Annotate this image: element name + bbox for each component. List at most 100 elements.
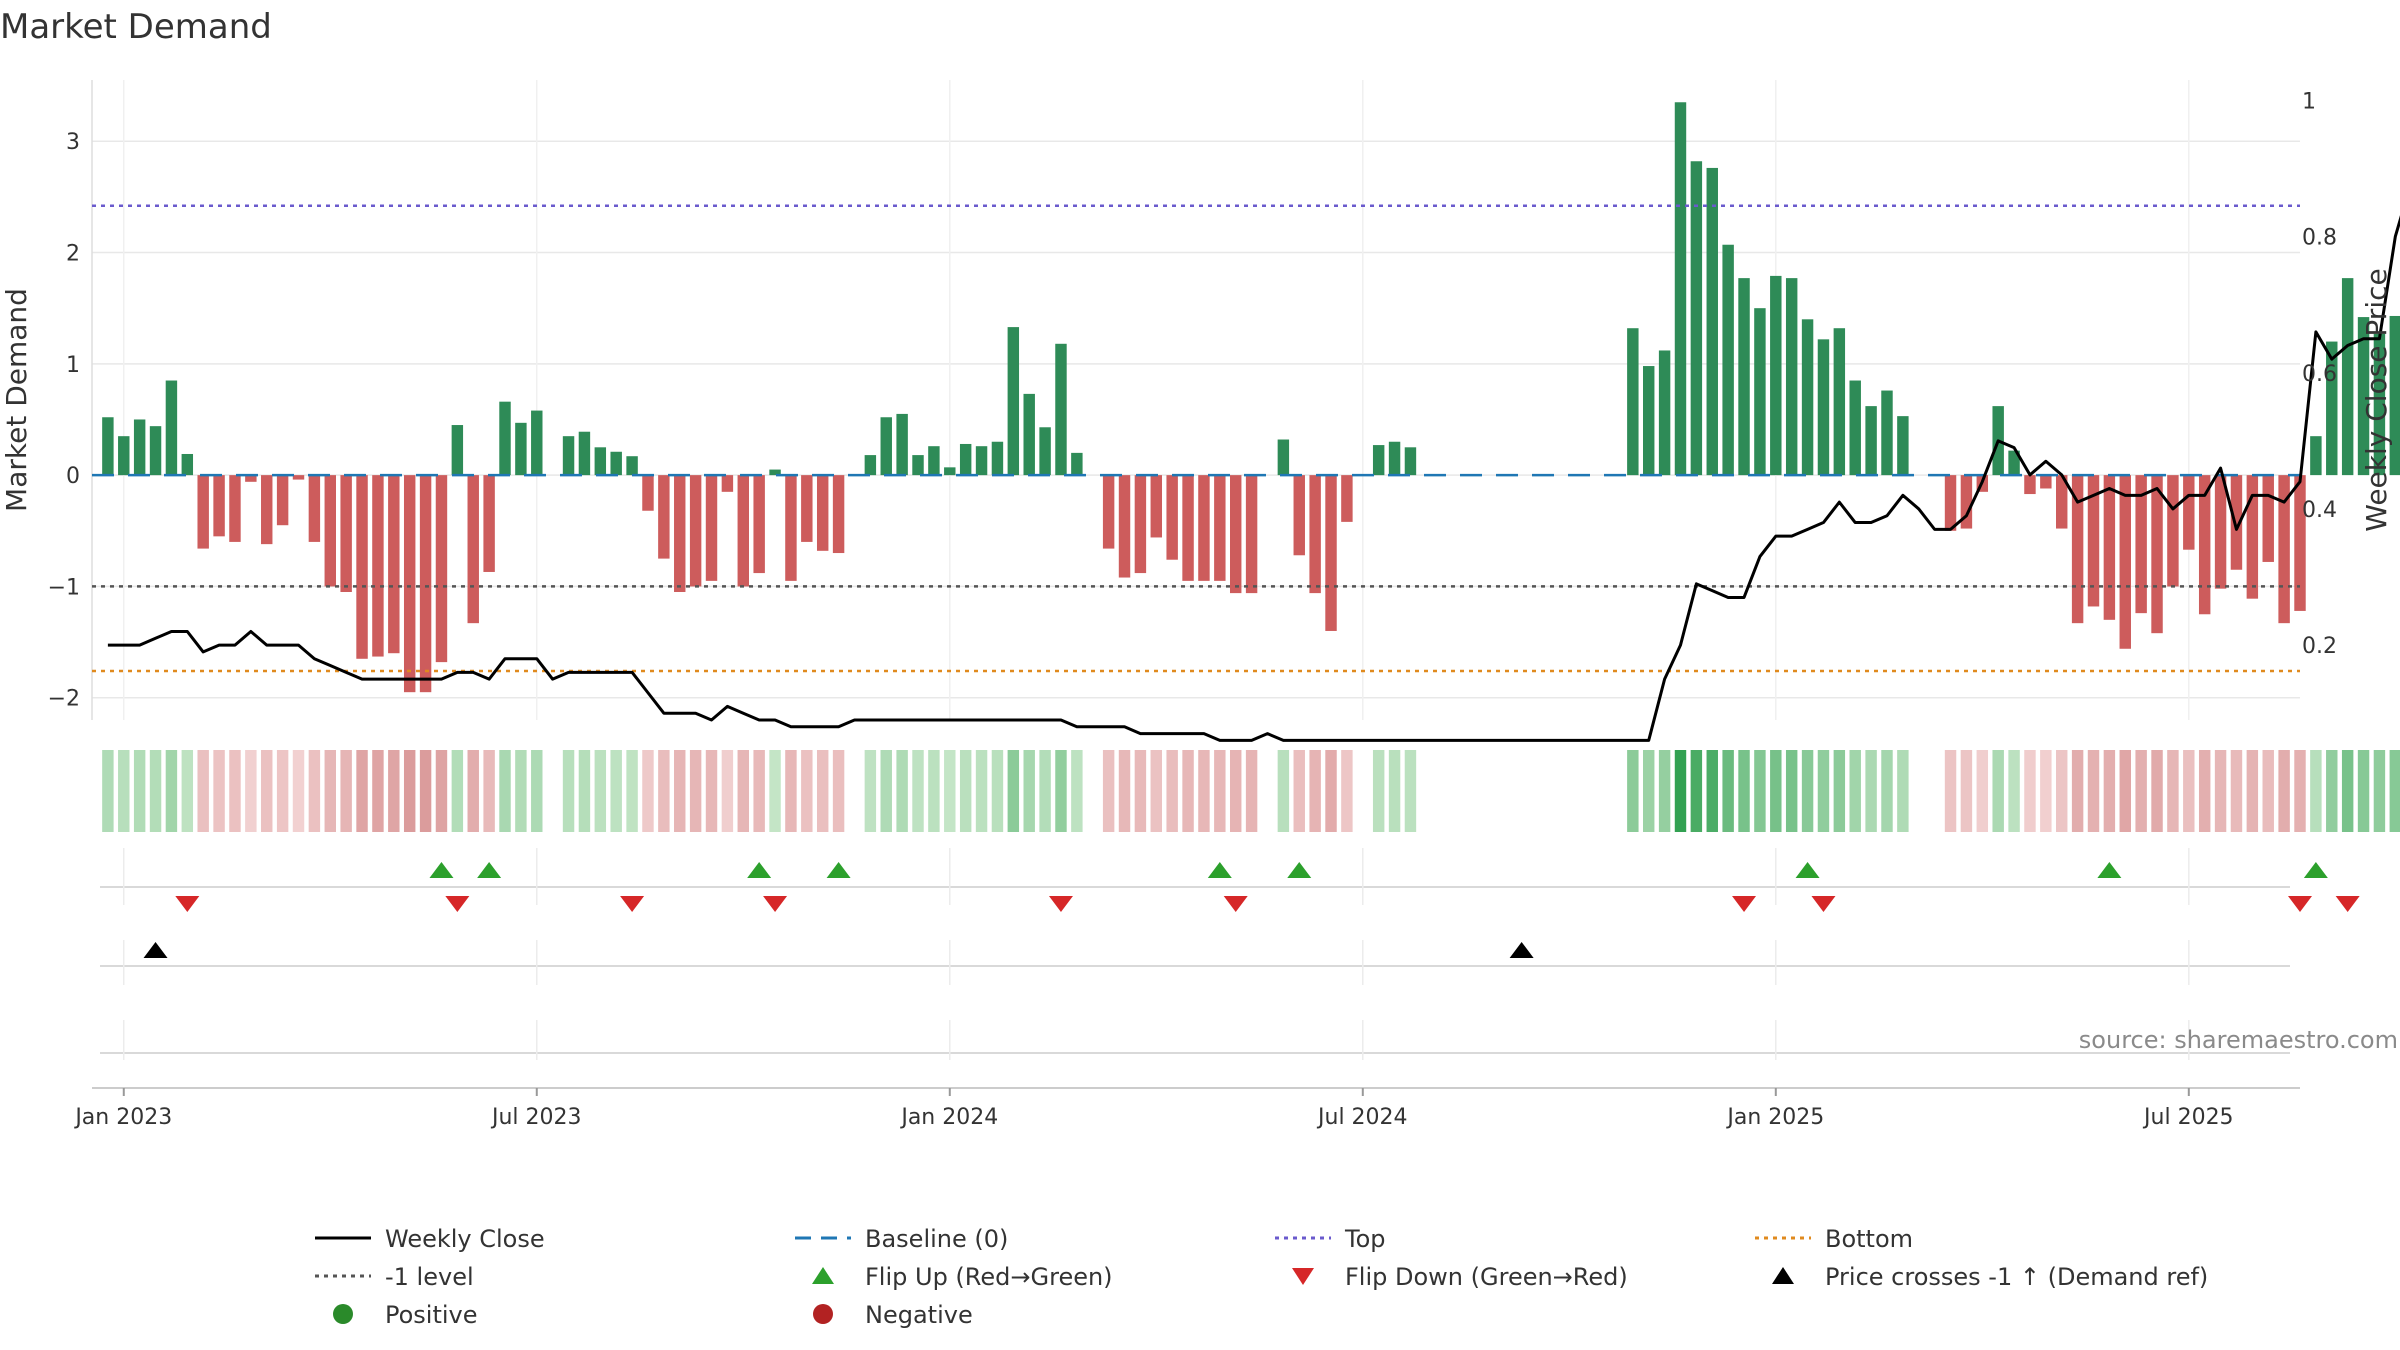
- heat-cell-positive: [864, 750, 877, 832]
- negative-bar: [2135, 475, 2147, 614]
- negative-bar: [261, 475, 273, 545]
- demand-heat-strip: [102, 750, 2400, 832]
- weekly-close-line: [107, 215, 2400, 742]
- heat-cell-negative: [419, 750, 432, 832]
- heat-cell-positive: [499, 750, 511, 832]
- flip-down-marker: [763, 896, 788, 912]
- negative-bar: [356, 475, 368, 659]
- negative-bar: [705, 475, 718, 581]
- positive-bar: [531, 410, 543, 476]
- positive-bar: [133, 419, 146, 476]
- y2-tick-label: 0.4: [2302, 498, 2337, 523]
- positive-bar: [102, 417, 114, 476]
- lower-panels-grid: [92, 848, 2300, 1089]
- negative-bar: [1293, 475, 1305, 556]
- positive-bar: [912, 455, 924, 476]
- heat-cell-positive: [1992, 750, 2004, 832]
- heat-cell-positive: [1801, 750, 1814, 832]
- y2-tick-label: 0.8: [2302, 226, 2337, 251]
- flip-markers: [175, 862, 2360, 912]
- heat-cell-positive: [1690, 750, 1703, 832]
- negative-bar: [419, 475, 432, 693]
- negative-bar: [2056, 475, 2068, 529]
- legend-swatch: [813, 1304, 833, 1324]
- heat-cell-negative: [785, 750, 797, 832]
- heat-cell-positive: [1881, 750, 1893, 832]
- heat-cell-negative: [261, 750, 273, 832]
- heat-cell-negative: [197, 750, 209, 832]
- flip-up-marker: [429, 862, 454, 878]
- negative-bar: [658, 475, 670, 559]
- negative-bar: [721, 475, 734, 492]
- heat-cell-negative: [2056, 750, 2068, 832]
- heat-cell-negative: [1293, 750, 1305, 832]
- negative-bar: [832, 475, 845, 554]
- heat-cell-positive: [1865, 750, 1877, 832]
- heat-cell-negative: [2294, 750, 2306, 832]
- heat-cell-positive: [1007, 750, 1020, 832]
- heat-cell-positive: [975, 750, 988, 832]
- positive-bar: [1388, 441, 1401, 476]
- negative-bar: [1245, 475, 1258, 594]
- negative-bar: [2040, 475, 2052, 489]
- heat-cell-negative: [276, 750, 289, 832]
- negative-bar: [467, 475, 479, 624]
- negative-bar: [2087, 475, 2100, 607]
- positive-bar: [1039, 427, 1051, 476]
- negative-bar: [785, 475, 797, 581]
- legend-label: Price crosses -1 ↑ (Demand ref): [1825, 1263, 2208, 1291]
- negative-bar: [435, 475, 448, 663]
- negative-bar: [403, 475, 416, 693]
- heat-cell-negative: [324, 750, 336, 832]
- flip-down-marker: [1223, 896, 1248, 912]
- heat-cell-negative: [2119, 750, 2131, 832]
- negative-bar: [1944, 475, 1957, 531]
- heat-cell-negative: [229, 750, 241, 832]
- heat-cell-negative: [801, 750, 813, 832]
- negative-bar: [674, 475, 686, 592]
- heat-cell-negative: [1341, 750, 1353, 832]
- legend-label: Negative: [865, 1301, 973, 1329]
- negative-bar: [308, 475, 321, 542]
- negative-bar: [213, 475, 225, 537]
- positive-bar: [1833, 328, 1846, 476]
- positive-bar: [928, 446, 940, 476]
- y2-tick-label: 0.2: [2302, 634, 2337, 659]
- heat-cell-positive: [610, 750, 622, 832]
- heat-cell-positive: [1770, 750, 1782, 832]
- heat-cell-positive: [1627, 750, 1639, 832]
- x-tick-label: Jan 2025: [1725, 1105, 1824, 1130]
- x-tick-label: Jan 2024: [899, 1105, 998, 1130]
- legend-label: Top: [1344, 1225, 1386, 1253]
- heat-cell-positive: [578, 750, 591, 832]
- legend-swatch: [812, 1267, 834, 1284]
- heat-cell-negative: [2230, 750, 2243, 832]
- negative-bar: [1198, 475, 1210, 581]
- flip-down-marker: [445, 896, 470, 912]
- heat-cell-negative: [1245, 750, 1258, 832]
- y2-tick-label: 1: [2302, 89, 2316, 114]
- heat-cell-negative: [340, 750, 352, 832]
- reference-lines: [92, 204, 2300, 673]
- negative-bar: [737, 475, 749, 587]
- flip-down-marker: [1048, 896, 1073, 912]
- positive-bar: [2341, 278, 2354, 476]
- heat-cell-positive: [1404, 750, 1417, 832]
- price-cross-marker: [143, 942, 168, 958]
- chart-title: Market Demand: [0, 7, 272, 47]
- flip-up-marker: [2097, 862, 2122, 878]
- negative-bar: [2151, 475, 2163, 634]
- y-tick-label: 0: [66, 464, 80, 489]
- legend-label: Weekly Close: [385, 1225, 545, 1253]
- heat-cell-positive: [181, 750, 194, 832]
- heat-cell-negative: [372, 750, 384, 832]
- heat-cell-negative: [245, 750, 257, 832]
- heat-cell-negative: [1182, 750, 1194, 832]
- flip-down-marker: [2288, 896, 2312, 912]
- heat-cell-negative: [753, 750, 765, 832]
- heat-cell-negative: [356, 750, 368, 832]
- positive-bar: [149, 426, 162, 476]
- positive-bar: [2310, 436, 2322, 476]
- negative-bar: [388, 475, 400, 654]
